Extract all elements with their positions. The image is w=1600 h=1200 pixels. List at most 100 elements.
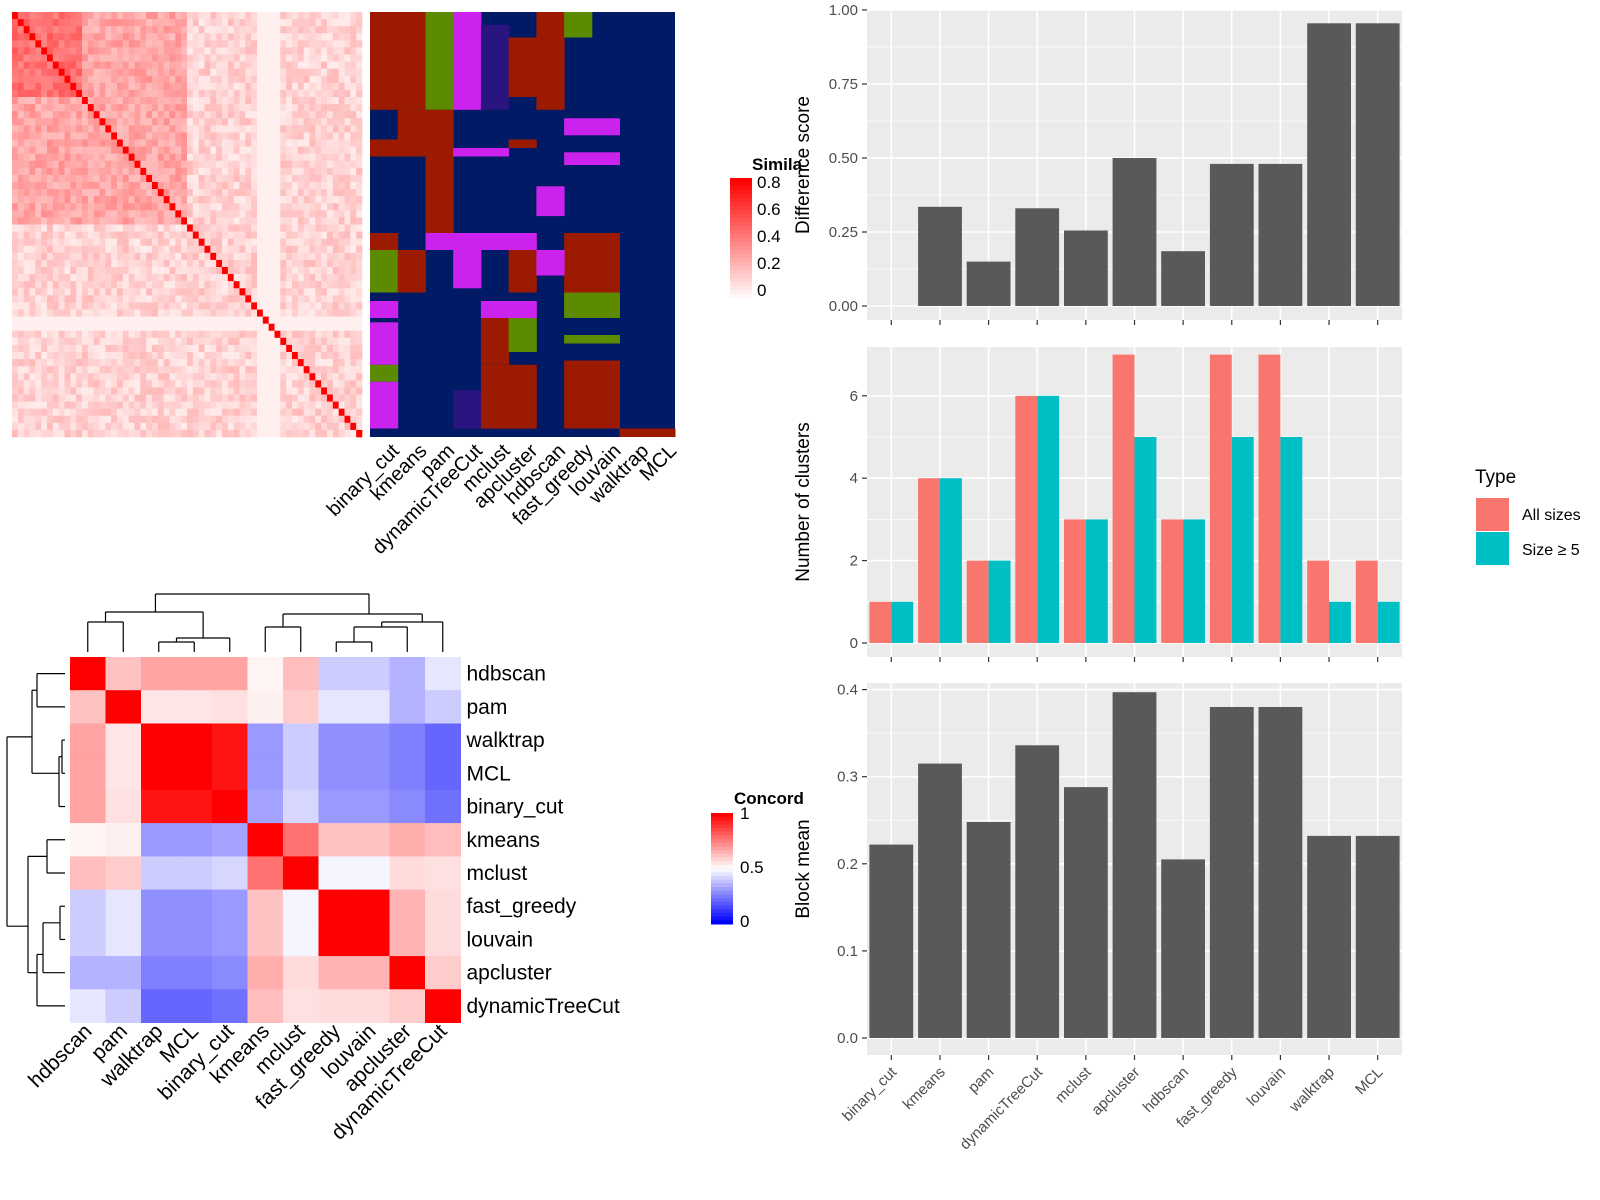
similarity-cell bbox=[12, 295, 19, 303]
similarity-cell bbox=[321, 146, 328, 154]
similarity-cell bbox=[140, 97, 147, 105]
similarity-cell bbox=[210, 224, 217, 232]
similarity-cell bbox=[76, 267, 83, 275]
similarity-cell bbox=[157, 330, 164, 339]
legend-gradient-step bbox=[711, 824, 733, 829]
similarity-cell bbox=[268, 139, 275, 147]
similarity-cell bbox=[356, 373, 363, 381]
similarity-cell bbox=[35, 422, 42, 431]
similarity-cell bbox=[251, 196, 258, 204]
similarity-cell bbox=[286, 245, 293, 254]
similarity-cell bbox=[216, 33, 223, 41]
similarity-cell bbox=[222, 344, 229, 353]
similarity-cell bbox=[58, 274, 65, 282]
legend-gradient-step bbox=[730, 262, 752, 267]
similarity-cell bbox=[29, 203, 36, 211]
similarity-cell bbox=[128, 182, 135, 190]
similarity-cell bbox=[12, 245, 19, 254]
similarity-cell bbox=[117, 68, 124, 77]
similarity-cell bbox=[262, 344, 269, 353]
similarity-cell bbox=[152, 12, 159, 20]
similarity-cell bbox=[76, 47, 83, 55]
similarity-cell bbox=[52, 89, 59, 98]
similarity-cell bbox=[181, 387, 188, 395]
similarity-cell bbox=[99, 125, 106, 133]
similarity-cell bbox=[35, 189, 42, 197]
y-axis-label: Number of clusters bbox=[793, 422, 814, 581]
similarity-cell bbox=[29, 288, 36, 296]
similarity-cell bbox=[251, 167, 258, 176]
similarity-cell bbox=[181, 408, 188, 417]
similarity-cell bbox=[29, 196, 36, 204]
similarity-cell bbox=[35, 429, 42, 438]
similarity-cell bbox=[87, 139, 94, 147]
similarity-cell bbox=[41, 274, 48, 282]
similarity-cell bbox=[286, 75, 293, 84]
similarity-cell bbox=[29, 153, 36, 162]
similarity-cell bbox=[12, 415, 19, 424]
similarity-cell bbox=[239, 224, 246, 232]
similarity-cell bbox=[58, 68, 65, 77]
similarity-cell bbox=[245, 217, 252, 225]
similarity-cell bbox=[181, 288, 188, 296]
similarity-cell bbox=[187, 33, 194, 41]
similarity-cell bbox=[297, 104, 304, 112]
similarity-cell bbox=[117, 231, 124, 239]
similarity-cell bbox=[82, 132, 89, 140]
similarity-cell bbox=[315, 118, 322, 126]
similarity-cell bbox=[344, 302, 351, 310]
similarity-cell bbox=[70, 132, 77, 140]
similarity-cell bbox=[280, 323, 287, 332]
similarity-cell bbox=[262, 408, 269, 417]
similarity-cell bbox=[262, 224, 269, 232]
similarity-cell bbox=[87, 316, 94, 324]
similarity-cell bbox=[87, 104, 94, 112]
similarity-cell bbox=[117, 302, 124, 310]
similarity-cell bbox=[64, 104, 71, 112]
similarity-cell bbox=[262, 231, 269, 239]
similarity-cell bbox=[99, 33, 106, 41]
similarity-cell bbox=[117, 245, 124, 254]
similarity-cell bbox=[41, 422, 48, 431]
similarity-cell bbox=[163, 160, 170, 169]
similarity-cell bbox=[280, 203, 287, 211]
similarity-cell bbox=[321, 238, 328, 247]
similarity-cell bbox=[17, 68, 24, 77]
similarity-cell bbox=[99, 401, 106, 409]
similarity-cell bbox=[192, 352, 199, 360]
similarity-cell bbox=[52, 68, 59, 77]
similarity-cell bbox=[309, 394, 316, 402]
similarity-cell bbox=[245, 146, 252, 154]
similarity-cell bbox=[76, 196, 83, 204]
similarity-cell bbox=[204, 19, 211, 27]
similarity-cell bbox=[134, 422, 141, 431]
similarity-cell bbox=[93, 408, 100, 417]
similarity-cell bbox=[76, 153, 83, 162]
similarity-cell bbox=[210, 359, 217, 367]
similarity-cell bbox=[245, 380, 252, 388]
similarity-cell bbox=[82, 252, 89, 261]
similarity-cell bbox=[321, 352, 328, 360]
similarity-cell bbox=[163, 281, 170, 289]
similarity-cell bbox=[87, 259, 94, 268]
similarity-cell bbox=[70, 295, 77, 303]
similarity-cell bbox=[350, 47, 357, 55]
similarity-cell bbox=[134, 111, 141, 119]
similarity-cell bbox=[87, 97, 94, 105]
similarity-cell bbox=[140, 75, 147, 84]
similarity-cell bbox=[128, 408, 135, 417]
similarity-cell bbox=[12, 19, 19, 27]
similarity-cell bbox=[239, 196, 246, 204]
similarity-cell bbox=[204, 203, 211, 211]
similarity-cell bbox=[175, 111, 182, 119]
similarity-cell bbox=[338, 19, 345, 27]
similarity-cell bbox=[239, 104, 246, 112]
similarity-cell bbox=[128, 373, 135, 381]
similarity-cell bbox=[356, 309, 363, 317]
similarity-cell bbox=[338, 160, 345, 169]
similarity-cell bbox=[210, 82, 217, 91]
similarity-cell bbox=[280, 394, 287, 402]
similarity-cell bbox=[210, 373, 217, 381]
similarity-cell bbox=[87, 429, 94, 438]
similarity-cell bbox=[286, 97, 293, 105]
